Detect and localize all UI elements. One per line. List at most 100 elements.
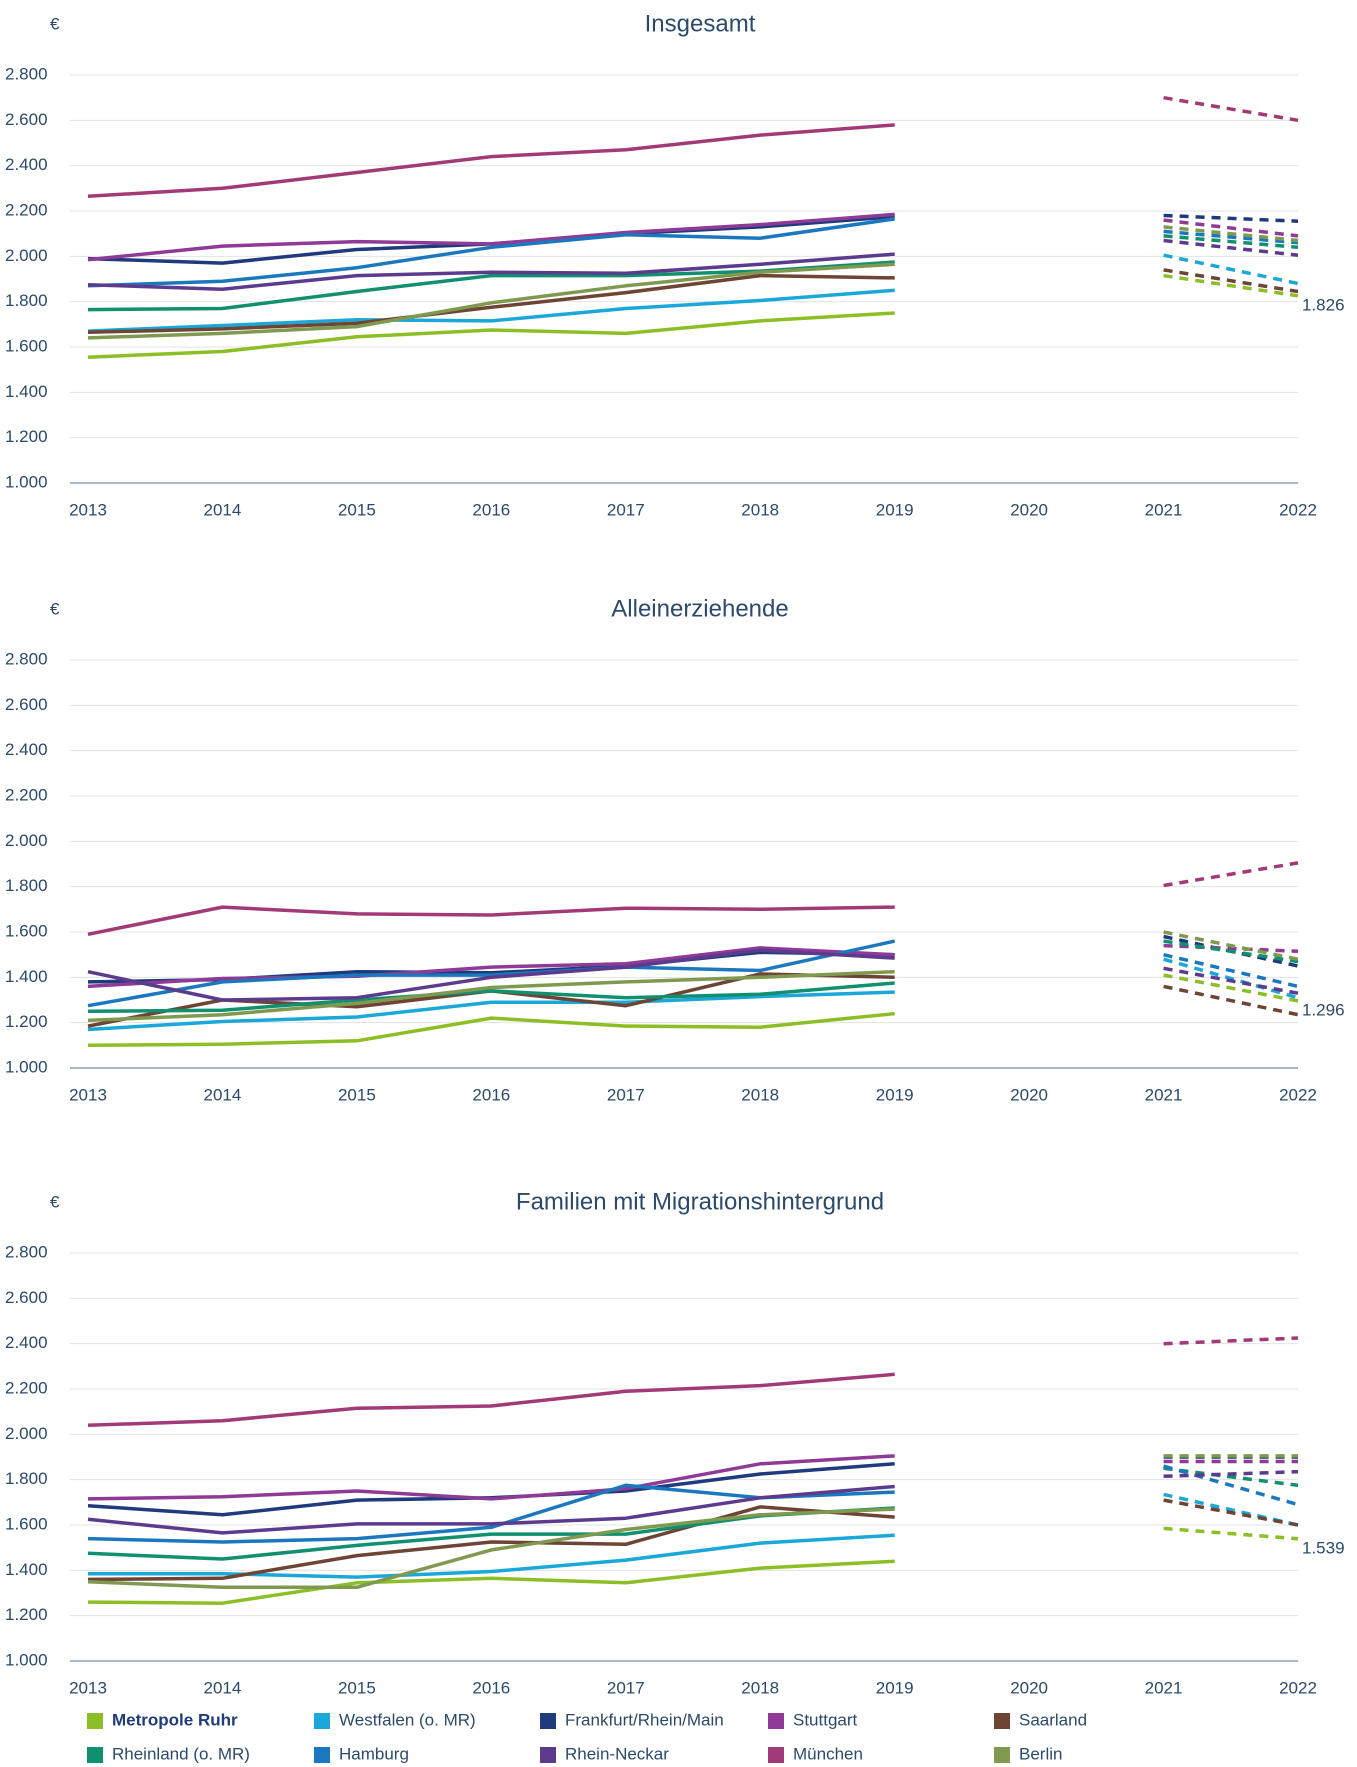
x-tick-label: 2021 xyxy=(1145,500,1183,519)
legend-swatch xyxy=(768,1747,784,1763)
series-line xyxy=(1163,973,1299,1003)
y-tick-label: 1.000 xyxy=(5,472,48,491)
series-line xyxy=(87,1559,895,1605)
series-line xyxy=(1163,253,1299,286)
series-line xyxy=(87,288,895,333)
series-line xyxy=(87,946,895,989)
x-tick-label: 2020 xyxy=(1010,500,1048,519)
y-tick-label: 2.800 xyxy=(5,649,48,668)
x-tick-label: 2013 xyxy=(69,1085,107,1104)
x-tick-label: 2016 xyxy=(472,1678,510,1697)
y-tick-label: 1.600 xyxy=(5,921,48,940)
legend-label: Berlin xyxy=(1019,1744,1062,1763)
legend-label: Stuttgart xyxy=(793,1710,858,1729)
series-line xyxy=(1163,1469,1299,1479)
series-line xyxy=(1163,1498,1299,1527)
x-tick-label: 2020 xyxy=(1010,1085,1048,1104)
y-tick-label: 1.400 xyxy=(5,1560,48,1579)
legend-label: Saarland xyxy=(1019,1710,1087,1729)
y-tick-label: 1.000 xyxy=(5,1057,48,1076)
x-tick-label: 2014 xyxy=(204,1678,242,1697)
x-tick-label: 2013 xyxy=(69,500,107,519)
x-tick-label: 2015 xyxy=(338,500,376,519)
legend-swatch xyxy=(994,1747,1010,1763)
series-line xyxy=(1163,939,1299,964)
series-line xyxy=(88,1533,895,1579)
series-line xyxy=(87,1011,895,1048)
legend-label: Rheinland (o. MR) xyxy=(112,1744,250,1763)
y-tick-label: 1.800 xyxy=(5,291,48,310)
series-line xyxy=(1163,1526,1299,1541)
y-tick-label: 2.600 xyxy=(5,1288,48,1307)
y-axis-label: € xyxy=(50,14,60,33)
y-tick-label: 1.600 xyxy=(5,336,48,355)
series-line xyxy=(1163,984,1299,1017)
y-tick-label: 1.000 xyxy=(5,1650,48,1669)
x-tick-label: 2014 xyxy=(204,500,242,519)
series-line xyxy=(1163,225,1299,243)
series-line xyxy=(1163,952,1299,989)
legend-label: Hamburg xyxy=(339,1744,409,1763)
series-line xyxy=(1163,861,1299,888)
series-line xyxy=(1163,943,1299,954)
series-line xyxy=(87,1484,895,1535)
y-tick-label: 2.600 xyxy=(5,695,48,714)
series-line xyxy=(87,981,895,1014)
y-axis-label: € xyxy=(50,599,60,618)
series-line xyxy=(87,990,895,1032)
chart-title: Alleinerziehende xyxy=(611,595,788,622)
legend-swatch xyxy=(540,1713,556,1729)
y-tick-label: 1.200 xyxy=(5,1012,48,1031)
x-tick-label: 2018 xyxy=(741,1085,779,1104)
y-tick-label: 2.000 xyxy=(5,246,48,265)
legend-swatch xyxy=(540,1747,556,1763)
x-tick-label: 2013 xyxy=(69,1678,107,1697)
series-line xyxy=(87,939,896,1008)
data-label: 1.539 xyxy=(1302,1538,1345,1557)
series-line xyxy=(1163,268,1299,294)
legend-label: Westfalen (o. MR) xyxy=(339,1710,476,1729)
series-line xyxy=(1163,273,1299,298)
y-tick-label: 1.800 xyxy=(5,876,48,895)
series-line xyxy=(87,969,895,1023)
series-line xyxy=(1163,213,1299,223)
x-tick-label: 2016 xyxy=(472,1085,510,1104)
y-tick-label: 2.000 xyxy=(5,831,48,850)
x-tick-label: 2017 xyxy=(607,1085,645,1104)
series-line xyxy=(87,217,895,288)
y-tick-label: 2.400 xyxy=(5,1333,48,1352)
legend-swatch xyxy=(87,1747,103,1763)
data-label: 1.296 xyxy=(1302,1000,1345,1019)
y-tick-label: 2.400 xyxy=(5,740,48,759)
y-tick-label: 1.800 xyxy=(5,1469,48,1488)
series-line xyxy=(87,311,895,359)
legend-label: Frankfurt/Rhein/Main xyxy=(565,1710,724,1729)
legend-label: München xyxy=(793,1744,863,1763)
x-tick-label: 2016 xyxy=(472,500,510,519)
legend-swatch xyxy=(314,1713,330,1729)
series-line xyxy=(87,273,895,335)
y-tick-label: 2.600 xyxy=(5,110,48,129)
x-tick-label: 2018 xyxy=(741,500,779,519)
y-tick-label: 1.400 xyxy=(5,382,48,401)
x-tick-label: 2014 xyxy=(204,1085,242,1104)
x-tick-label: 2020 xyxy=(1010,1678,1048,1697)
legend-swatch xyxy=(87,1713,103,1729)
series-line xyxy=(1163,957,1299,1000)
legend-swatch xyxy=(314,1747,330,1763)
chart-title: Familien mit Migrationshintergrund xyxy=(516,1188,884,1215)
series-line xyxy=(1163,238,1299,257)
data-label: 1.826 xyxy=(1302,295,1345,314)
series-line xyxy=(1163,1464,1299,1507)
series-line xyxy=(87,252,895,291)
x-tick-label: 2015 xyxy=(338,1085,376,1104)
x-tick-label: 2019 xyxy=(876,1085,914,1104)
x-tick-label: 2017 xyxy=(607,1678,645,1697)
y-tick-label: 2.200 xyxy=(5,1378,48,1397)
series-line xyxy=(87,1505,895,1582)
y-tick-label: 2.000 xyxy=(5,1424,48,1443)
x-tick-label: 2019 xyxy=(876,500,914,519)
x-tick-label: 2015 xyxy=(338,1678,376,1697)
y-tick-label: 1.200 xyxy=(5,427,48,446)
